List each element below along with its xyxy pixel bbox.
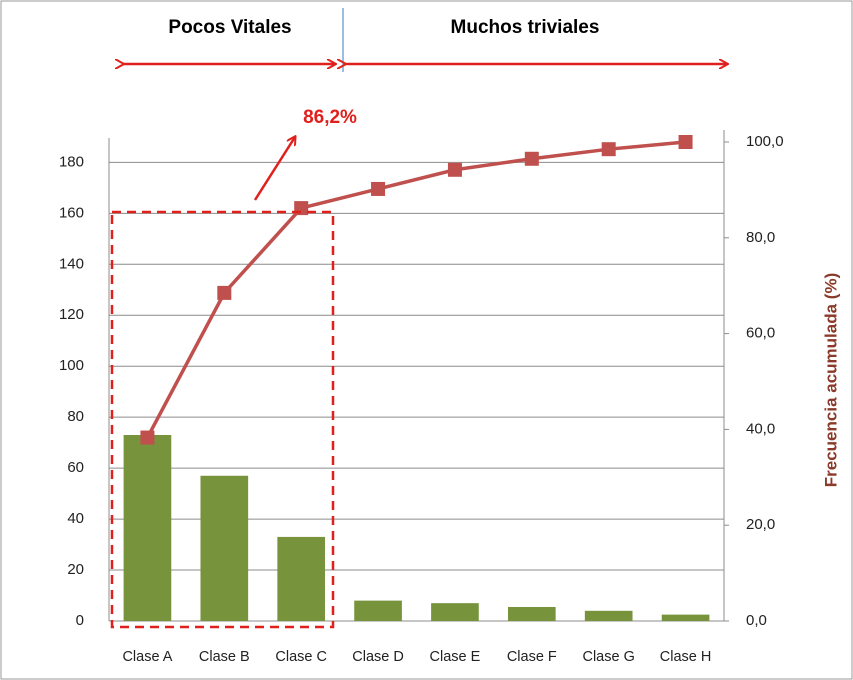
marker <box>371 181 386 196</box>
x-tick-label: Clase F <box>507 649 557 665</box>
y-tick-label: 0 <box>76 612 84 629</box>
marker <box>140 430 155 445</box>
marker <box>678 135 693 149</box>
x-tick-label: Clase D <box>352 649 404 665</box>
y2-tick-label: 80,0 <box>746 229 775 246</box>
marker <box>524 151 539 166</box>
y-tick-label: 160 <box>59 204 84 221</box>
x-tick-label: Clase A <box>122 649 172 665</box>
y-tick-label: 40 <box>67 510 84 527</box>
x-tick-label: Clase H <box>660 649 712 665</box>
x-tick-label: Clase E <box>430 649 481 665</box>
y2-tick-label: 0,0 <box>746 612 767 629</box>
y2-tick-label: 40,0 <box>746 420 775 437</box>
bar <box>354 600 402 621</box>
y-tick-label: 80 <box>67 408 84 425</box>
marker <box>217 285 232 300</box>
x-tick-label: Clase G <box>582 649 634 665</box>
y-tick-label: 20 <box>67 561 84 578</box>
annotation: 86,2% <box>303 107 357 128</box>
x-tick-label: Clase C <box>275 649 327 665</box>
highlight-box <box>110 210 335 629</box>
bar <box>431 603 479 621</box>
y-tick-label: 120 <box>59 306 84 323</box>
marker <box>447 162 462 177</box>
bar <box>661 614 710 621</box>
y2-tick-label: 60,0 <box>746 325 775 342</box>
y2-axis-title: Frecuencia acumulada (%) <box>821 273 840 487</box>
y2-tick-label: 100,0 <box>746 133 784 150</box>
y2-tick-label: 20,0 <box>746 516 775 533</box>
y-tick-label: 100 <box>59 357 84 374</box>
y-tick-label: 60 <box>67 459 84 476</box>
bar <box>584 610 633 621</box>
cumulative-line <box>145 140 686 439</box>
bar <box>123 435 172 621</box>
arrow <box>253 137 295 201</box>
y-tick-label: 140 <box>59 255 84 272</box>
bar <box>507 606 556 621</box>
marker <box>601 142 616 157</box>
x-tick-label: Clase B <box>199 649 250 665</box>
plot: 0 20 40 60 80 100 120 140 160 180 0,0 20,0 40,0 60,0 8… <box>59 130 784 665</box>
bar <box>200 475 249 621</box>
annotation: Muchos triviales <box>451 17 600 38</box>
annotation: Pocos Vitales <box>168 17 291 38</box>
y-tick-label: 180 <box>59 153 84 170</box>
bar <box>277 536 326 621</box>
